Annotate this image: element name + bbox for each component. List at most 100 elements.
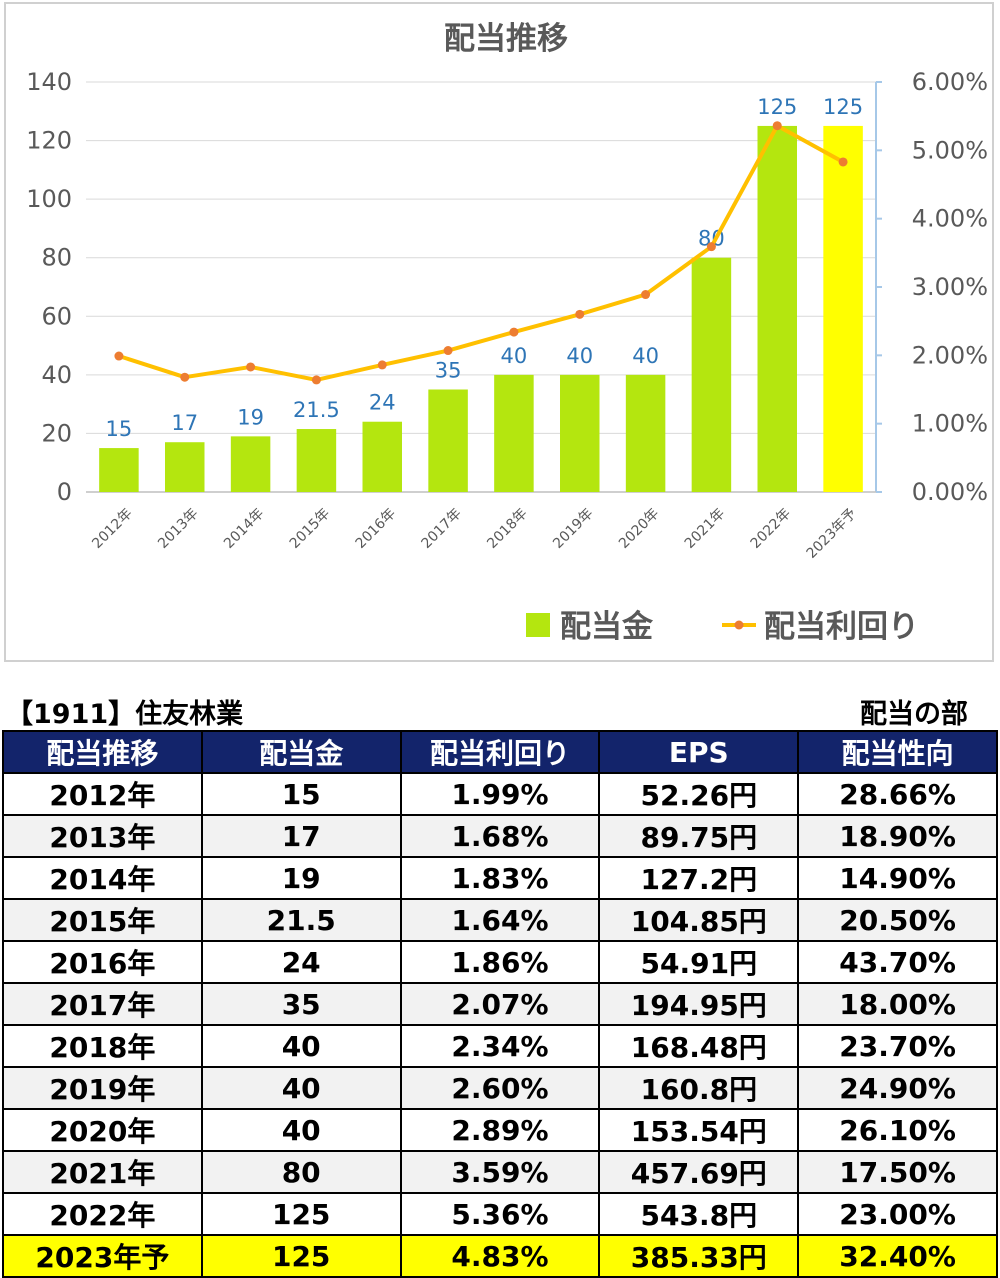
table-header-row: 配当推移 配当金 配当利回り EPS 配当性向 [3, 731, 997, 773]
bar-data-label: 24 [369, 391, 396, 415]
header-payout-ratio: 配当性向 [798, 731, 997, 773]
table-row: 2016年 24 1.86% 54.91円 43.70% [3, 941, 997, 983]
cell-year: 2020年 [3, 1109, 202, 1151]
x-tick-label: 2016年 [353, 506, 399, 552]
yield-point-2016年 [378, 360, 387, 369]
table-row: 2019年 40 2.60% 160.8円 24.90% [3, 1067, 997, 1109]
cell-year: 2013年 [3, 815, 202, 857]
cell-payout: 32.40% [798, 1235, 997, 1277]
cell-eps: 54.91円 [599, 941, 798, 983]
bar-2017年 [428, 390, 468, 493]
table-row: 2022年 125 5.36% 543.8円 23.00% [3, 1193, 997, 1235]
x-tick-label: 2018年 [484, 506, 530, 552]
cell-yield: 1.68% [401, 815, 600, 857]
y-left-tick-label: 0 [57, 478, 72, 506]
bar-data-label: 19 [237, 405, 264, 429]
table-row: 2021年 80 3.59% 457.69円 17.50% [3, 1151, 997, 1193]
cell-payout: 23.00% [798, 1193, 997, 1235]
table-row: 2014年 19 1.83% 127.2円 14.90% [3, 857, 997, 899]
chart-title: 配当推移 [444, 21, 568, 57]
bar-data-label: 15 [106, 417, 133, 441]
x-tick-label: 2020年 [616, 506, 662, 552]
cell-payout: 17.50% [798, 1151, 997, 1193]
cell-dividend: 19 [202, 857, 401, 899]
cell-yield: 2.89% [401, 1109, 600, 1151]
table-row: 2018年 40 2.34% 168.48円 23.70% [3, 1025, 997, 1067]
header-eps: EPS [599, 731, 798, 773]
y-right-tick-label: 4.00% [912, 205, 988, 233]
cell-yield: 1.99% [401, 773, 600, 815]
table-row: 2023年予 125 4.83% 385.33円 32.40% [3, 1235, 997, 1277]
table-row: 2020年 40 2.89% 153.54円 26.10% [3, 1109, 997, 1151]
cell-payout: 26.10% [798, 1109, 997, 1151]
cell-eps: 543.8円 [599, 1193, 798, 1235]
bar-2013年 [165, 442, 205, 492]
y-right-tick-label: 2.00% [912, 341, 988, 369]
table-row: 2017年 35 2.07% 194.95円 18.00% [3, 983, 997, 1025]
bar-data-label: 125 [823, 95, 863, 119]
cell-year: 2014年 [3, 857, 202, 899]
cell-eps: 153.54円 [599, 1109, 798, 1151]
cell-yield: 5.36% [401, 1193, 600, 1235]
cell-year: 2022年 [3, 1193, 202, 1235]
yield-point-2013年 [180, 373, 189, 382]
cell-dividend: 17 [202, 815, 401, 857]
cell-yield: 2.34% [401, 1025, 600, 1067]
legend-label-yield: 配当利回り [764, 609, 919, 645]
cell-dividend: 80 [202, 1151, 401, 1193]
cell-eps: 127.2円 [599, 857, 798, 899]
cell-dividend: 21.5 [202, 899, 401, 941]
cell-eps: 168.48円 [599, 1025, 798, 1067]
bar-data-label: 35 [435, 359, 462, 383]
bar-data-label: 21.5 [293, 398, 340, 422]
x-tick-label: 2022年 [748, 506, 794, 552]
bar-2019年 [560, 375, 600, 492]
table-row: 2015年 21.5 1.64% 104.85円 20.50% [3, 899, 997, 941]
legend-label-dividend: 配当金 [560, 609, 654, 645]
bar-2014年 [231, 436, 270, 492]
cell-eps: 52.26円 [599, 773, 798, 815]
cell-eps: 160.8円 [599, 1067, 798, 1109]
legend-marker-yield [735, 621, 744, 630]
bar-data-label: 17 [171, 411, 198, 435]
bar-data-label: 40 [566, 344, 593, 368]
y-left-tick-label: 140 [26, 68, 72, 96]
cell-year: 2023年予 [3, 1235, 202, 1277]
cell-dividend: 40 [202, 1109, 401, 1151]
yield-point-2012年 [114, 352, 123, 361]
y-left-tick-label: 20 [41, 419, 72, 447]
y-left-tick-label: 40 [41, 361, 72, 389]
cell-dividend: 40 [202, 1067, 401, 1109]
bar-2023年予 [823, 126, 863, 492]
bar-2015年 [297, 429, 337, 492]
cell-yield: 1.86% [401, 941, 600, 983]
yield-point-2020年 [641, 290, 650, 299]
bar-2020年 [626, 375, 666, 492]
y-right-tick-label: 3.00% [912, 273, 988, 301]
cell-yield: 1.64% [401, 899, 600, 941]
x-tick-label: 2023年予 [804, 506, 860, 562]
bar-2018年 [494, 375, 533, 492]
cell-payout: 24.90% [798, 1067, 997, 1109]
bar-data-label: 40 [501, 344, 528, 368]
bar-2012年 [99, 448, 138, 492]
cell-yield: 1.83% [401, 857, 600, 899]
bar-2022年 [758, 126, 798, 492]
bar-2021年 [692, 258, 732, 492]
cell-year: 2016年 [3, 941, 202, 983]
y-left-tick-label: 80 [41, 244, 72, 272]
table-row: 2013年 17 1.68% 89.75円 18.90% [3, 815, 997, 857]
x-tick-label: 2021年 [682, 506, 728, 552]
yield-point-2017年 [444, 346, 453, 355]
legend-swatch-dividend [526, 613, 550, 637]
dividend-table: 配当推移 配当金 配当利回り EPS 配当性向 2012年 15 1.99% 52.2… [2, 730, 998, 1278]
cell-eps: 89.75円 [599, 815, 798, 857]
bar-data-label: 125 [757, 95, 797, 119]
header-dividend-yield: 配当利回り [401, 731, 600, 773]
yield-point-2019年 [575, 310, 584, 319]
x-tick-label: 2012年 [89, 506, 135, 552]
yield-line [119, 126, 843, 380]
cell-dividend: 24 [202, 941, 401, 983]
yield-point-2015年 [312, 375, 321, 384]
cell-eps: 385.33円 [599, 1235, 798, 1277]
